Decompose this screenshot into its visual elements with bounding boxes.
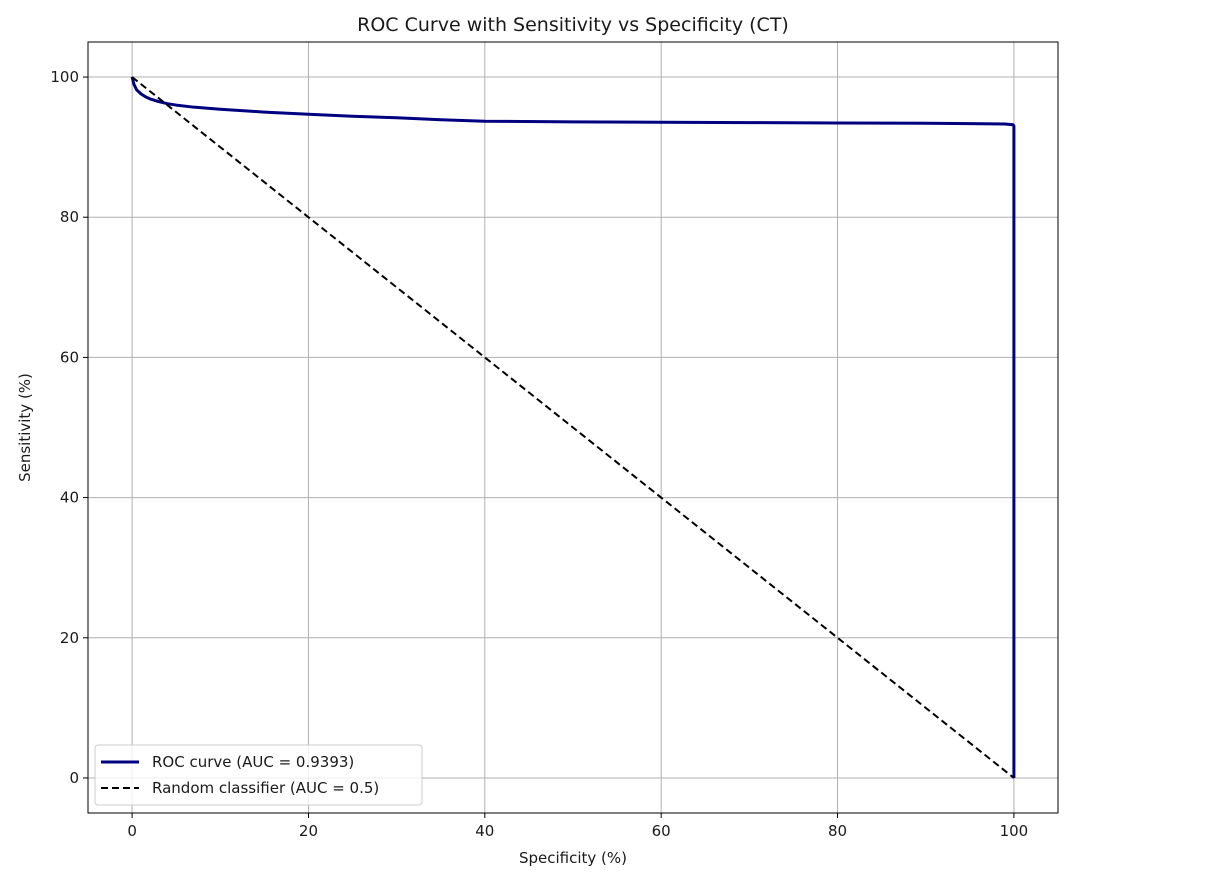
- plot-frame: [87, 41, 1059, 814]
- legend-label-random: Random classifier (AUC = 0.5): [152, 779, 379, 797]
- y-axis-label: Sensitivity (%): [16, 373, 34, 482]
- y-tick-label: 60: [60, 348, 79, 366]
- x-tick-label: 100: [1000, 822, 1029, 840]
- ticks: 0 20 40 60 80 100 0 20 40 60 80 100: [50, 68, 1028, 840]
- x-tick-label: 80: [828, 822, 847, 840]
- x-tick-label: 0: [127, 822, 137, 840]
- legend: ROC curve (AUC = 0.9393) Random classifi…: [94, 744, 423, 806]
- y-tick-label: 20: [60, 629, 79, 647]
- legend-box: [94, 744, 423, 806]
- y-tick-label: 80: [60, 208, 79, 226]
- x-tick-label: 40: [475, 822, 494, 840]
- x-tick-label: 60: [652, 822, 671, 840]
- roc-curve-line: [130, 76, 1016, 778]
- y-tick-label: 100: [50, 68, 79, 86]
- y-tick-label: 0: [69, 769, 79, 787]
- x-axis-label: Specificity (%): [519, 849, 627, 867]
- random-classifier-line: [131, 76, 1015, 779]
- chart-title: ROC Curve with Sensitivity vs Specificit…: [357, 14, 789, 36]
- y-tick-label: 40: [60, 489, 79, 507]
- series-group: [130, 76, 1016, 779]
- x-tick-label: 20: [299, 822, 318, 840]
- legend-label-roc: ROC curve (AUC = 0.9393): [152, 753, 354, 771]
